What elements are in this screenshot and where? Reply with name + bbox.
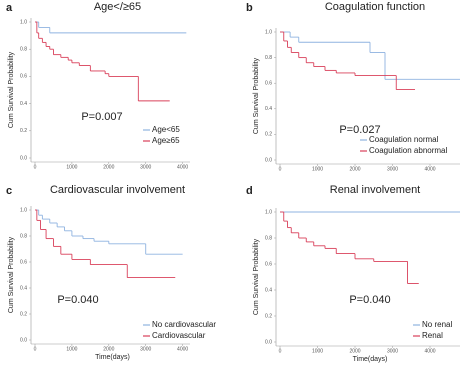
- legend-label: No cardiovascular: [152, 320, 216, 329]
- x-tick-label: 3000: [387, 166, 398, 172]
- x-axis-label: Time(days): [95, 354, 130, 361]
- y-axis-label: Cum Survival Probability: [253, 238, 260, 315]
- legend-label: Age≥65: [152, 136, 180, 145]
- y-tick-label: 0.2: [265, 132, 272, 138]
- y-tick-label: 1.0: [265, 29, 272, 35]
- y-tick-label: 0.4: [265, 287, 272, 293]
- y-tick-label: 0.6: [20, 74, 27, 80]
- x-tick-label: 2000: [103, 164, 114, 170]
- chart-title: Cardiovascular involvement: [50, 184, 185, 196]
- legend-label: Coagulation normal: [369, 135, 439, 144]
- x-tick-label: 2000: [103, 346, 114, 352]
- x-tick-label: 4000: [177, 346, 188, 352]
- y-tick-label: 0.0: [20, 337, 27, 343]
- y-tick-label: 0.6: [20, 259, 27, 265]
- y-tick-label: 0.8: [20, 233, 27, 239]
- y-tick-label: 0.8: [20, 47, 27, 53]
- y-tick-label: 0.4: [20, 101, 27, 107]
- y-tick-label: 0.8: [265, 235, 272, 241]
- x-tick-label: 4000: [177, 164, 188, 170]
- chart-title: Age</≥65: [94, 1, 141, 13]
- x-tick-label: 4000: [424, 166, 435, 172]
- x-tick-label: 2000: [349, 166, 360, 172]
- y-tick-label: 1.0: [20, 207, 27, 213]
- y-tick-label: 0.0: [265, 339, 272, 345]
- y-tick-label: 0.8: [265, 55, 272, 61]
- legend-label: Cardiovascular: [152, 331, 206, 340]
- chart-title: Renal involvement: [330, 184, 421, 196]
- y-axis-label: Cum Survival Probability: [253, 57, 260, 134]
- y-tick-label: 0.4: [20, 285, 27, 291]
- y-tick-label: 0.2: [20, 128, 27, 134]
- x-tick-label: 0: [34, 164, 37, 170]
- y-axis-label: Cum Survival Probability: [8, 236, 15, 313]
- x-tick-label: 0: [34, 346, 37, 352]
- legend-label: Age<65: [152, 125, 180, 134]
- legend-label: Renal: [422, 331, 443, 340]
- legend-label: No renal: [422, 320, 452, 329]
- x-axis-label: Time(days): [353, 356, 388, 363]
- panel-label: b: [246, 2, 253, 14]
- x-tick-label: 1000: [66, 164, 77, 170]
- chart-title: Coagulation function: [325, 1, 425, 13]
- y-tick-label: 0.6: [265, 81, 272, 87]
- x-tick-label: 1000: [312, 348, 323, 354]
- annotation: P=0.007: [81, 111, 122, 123]
- y-tick-label: 1.0: [20, 19, 27, 25]
- x-tick-label: 0: [279, 348, 282, 354]
- x-tick-label: 4000: [424, 348, 435, 354]
- y-tick-label: 0.4: [265, 106, 272, 112]
- panel-label: c: [6, 185, 12, 197]
- x-tick-label: 2000: [349, 348, 360, 354]
- y-tick-label: 0.0: [265, 157, 272, 163]
- annotation: P=0.040: [349, 294, 390, 306]
- x-tick-label: 3000: [140, 346, 151, 352]
- y-axis-label: Cum Survival Probability: [8, 51, 15, 128]
- y-tick-label: 0.6: [265, 261, 272, 267]
- x-tick-label: 1000: [66, 346, 77, 352]
- panel-label: a: [6, 2, 13, 14]
- y-tick-label: 0.2: [265, 313, 272, 319]
- x-tick-label: 3000: [387, 348, 398, 354]
- annotation: P=0.040: [57, 294, 98, 306]
- annotation: P=0.027: [339, 124, 380, 136]
- y-tick-label: 0.0: [20, 155, 27, 161]
- y-tick-label: 1.0: [265, 209, 272, 215]
- legend-label: Coagulation abnormal: [369, 146, 447, 155]
- x-tick-label: 1000: [312, 166, 323, 172]
- x-tick-label: 3000: [140, 164, 151, 170]
- panel-label: d: [246, 185, 253, 197]
- x-tick-label: 0: [279, 166, 282, 172]
- y-tick-label: 0.2: [20, 311, 27, 317]
